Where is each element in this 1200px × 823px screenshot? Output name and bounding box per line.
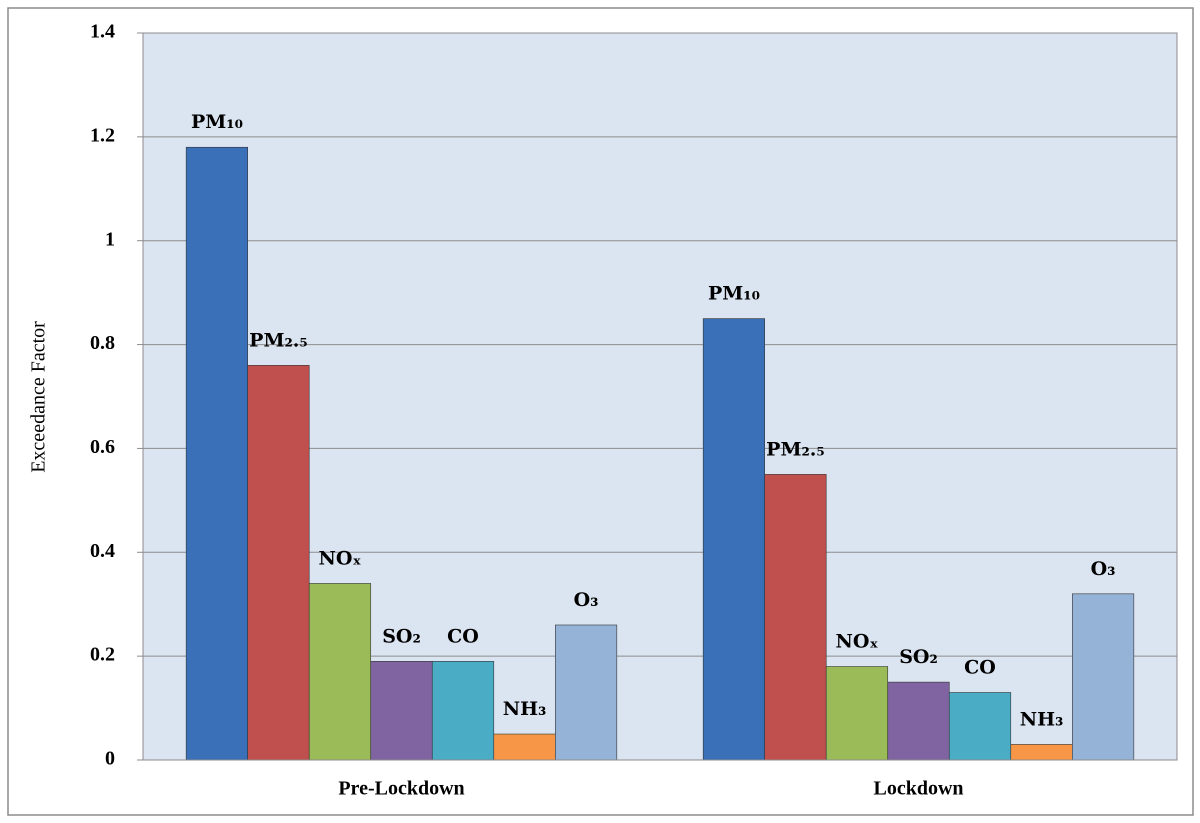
bar bbox=[370, 661, 433, 761]
bar bbox=[887, 681, 950, 761]
bar-label: CO bbox=[964, 656, 996, 678]
bar-label: PM₁₀ bbox=[191, 111, 243, 133]
y-tick-label: 0.2 bbox=[90, 644, 115, 666]
bar bbox=[555, 624, 618, 761]
bar bbox=[1010, 744, 1073, 761]
y-axis-label: Exceedance Factor bbox=[28, 321, 50, 473]
y-tick-label: 1.4 bbox=[90, 21, 115, 43]
bar bbox=[948, 692, 1012, 761]
bar-label: NOₓ bbox=[836, 631, 879, 653]
bar-label: PM₂.₅ bbox=[249, 329, 308, 351]
y-tick-label: 0.8 bbox=[90, 332, 115, 354]
bar bbox=[185, 146, 248, 761]
bar-label: NH₃ bbox=[503, 698, 547, 720]
bar-label: PM₂.₅ bbox=[766, 438, 825, 460]
y-tick-label: 0 bbox=[105, 748, 115, 770]
bar-label: O₃ bbox=[1091, 558, 1116, 580]
x-tick-label: Pre-Lockdown bbox=[338, 778, 464, 800]
bar-label: NH₃ bbox=[1020, 708, 1064, 730]
bar-label: CO bbox=[447, 625, 479, 647]
bar-label: SO₂ bbox=[382, 625, 421, 647]
bar bbox=[493, 733, 556, 761]
bar bbox=[247, 365, 310, 761]
y-tick-label: 1.2 bbox=[90, 124, 115, 146]
bar-label: NOₓ bbox=[319, 547, 362, 569]
bar bbox=[702, 318, 765, 761]
y-tick-label: 0.4 bbox=[90, 540, 115, 562]
bar-label: O₃ bbox=[574, 589, 599, 611]
bar bbox=[308, 583, 372, 761]
bar bbox=[1072, 593, 1135, 761]
y-tick-label: 0.6 bbox=[90, 436, 115, 458]
bar-label: PM₁₀ bbox=[708, 283, 760, 305]
bar-label: SO₂ bbox=[899, 646, 938, 668]
bar bbox=[825, 666, 889, 761]
y-tick-label: 1 bbox=[105, 228, 115, 250]
bar bbox=[764, 474, 827, 761]
bar bbox=[431, 661, 495, 761]
x-tick-label: Lockdown bbox=[873, 778, 963, 800]
